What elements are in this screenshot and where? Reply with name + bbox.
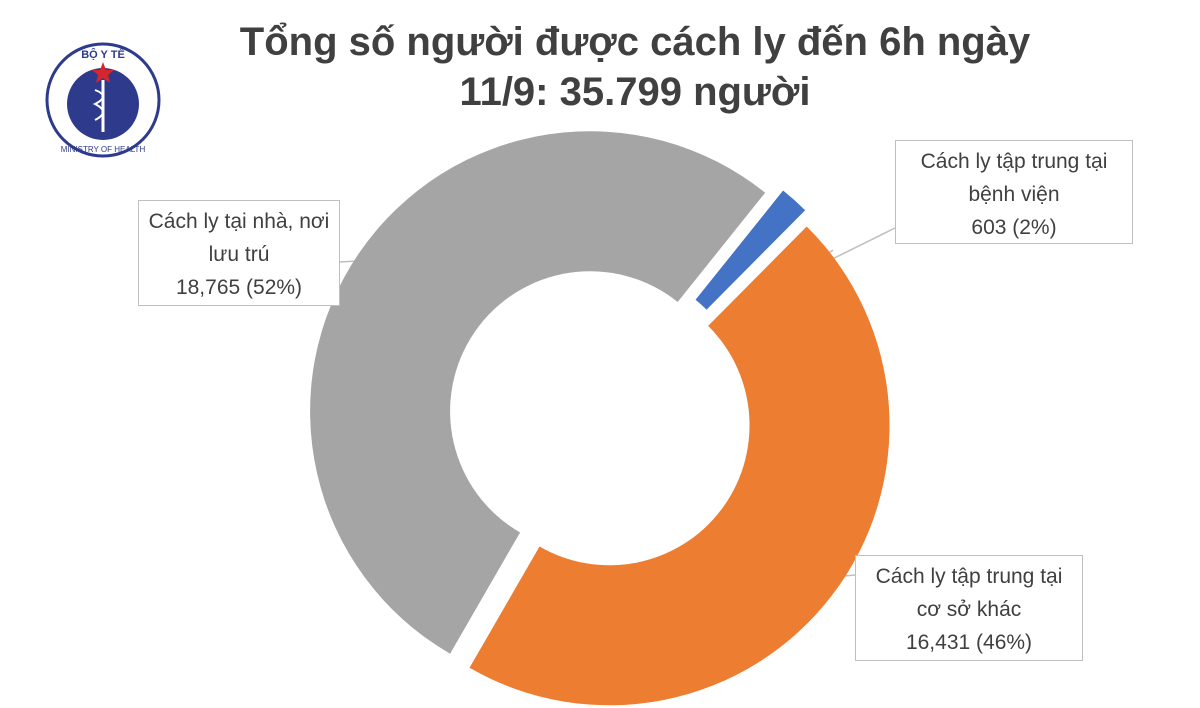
slice-label: Cách ly tập trung tại cơ sở khác [875, 565, 1063, 621]
value-label: 603 (2%) [971, 216, 1057, 239]
chart-title: 11/9: 35.799 người [459, 70, 811, 114]
logo-snake [92, 89, 104, 121]
label-box: Cách ly tập trung tại bệnh viện 603 (2%) [895, 140, 1133, 244]
logo-star [92, 62, 114, 83]
label-box: Cách ly tập trung tại cơ sở khác 16,431 … [855, 555, 1083, 661]
slice-label: Cách ly tập trung tại bệnh viện [920, 150, 1108, 206]
value-label: 16,431 (46%) [905, 631, 1033, 654]
value-label: 18,765 (52%) [175, 276, 303, 299]
chart-title: Tổng số người được cách ly đến 6h ngày [239, 20, 1031, 64]
slice [310, 131, 766, 654]
slice [469, 226, 890, 706]
slice-label: Cách ly tại nhà, nơi lưu trú [148, 210, 330, 266]
slice [695, 190, 806, 310]
logo-bottom: MINISTRY OF HEALTH [61, 145, 146, 154]
slices [310, 131, 890, 706]
logo-top: BỘ Y TẾ [81, 48, 125, 61]
logo: BỘ Y TẾ MINISTRY OF HEALTH [45, 42, 161, 158]
label-box: Cách ly tại nhà, nơi lưu trú 18,765 (52%… [138, 200, 340, 306]
